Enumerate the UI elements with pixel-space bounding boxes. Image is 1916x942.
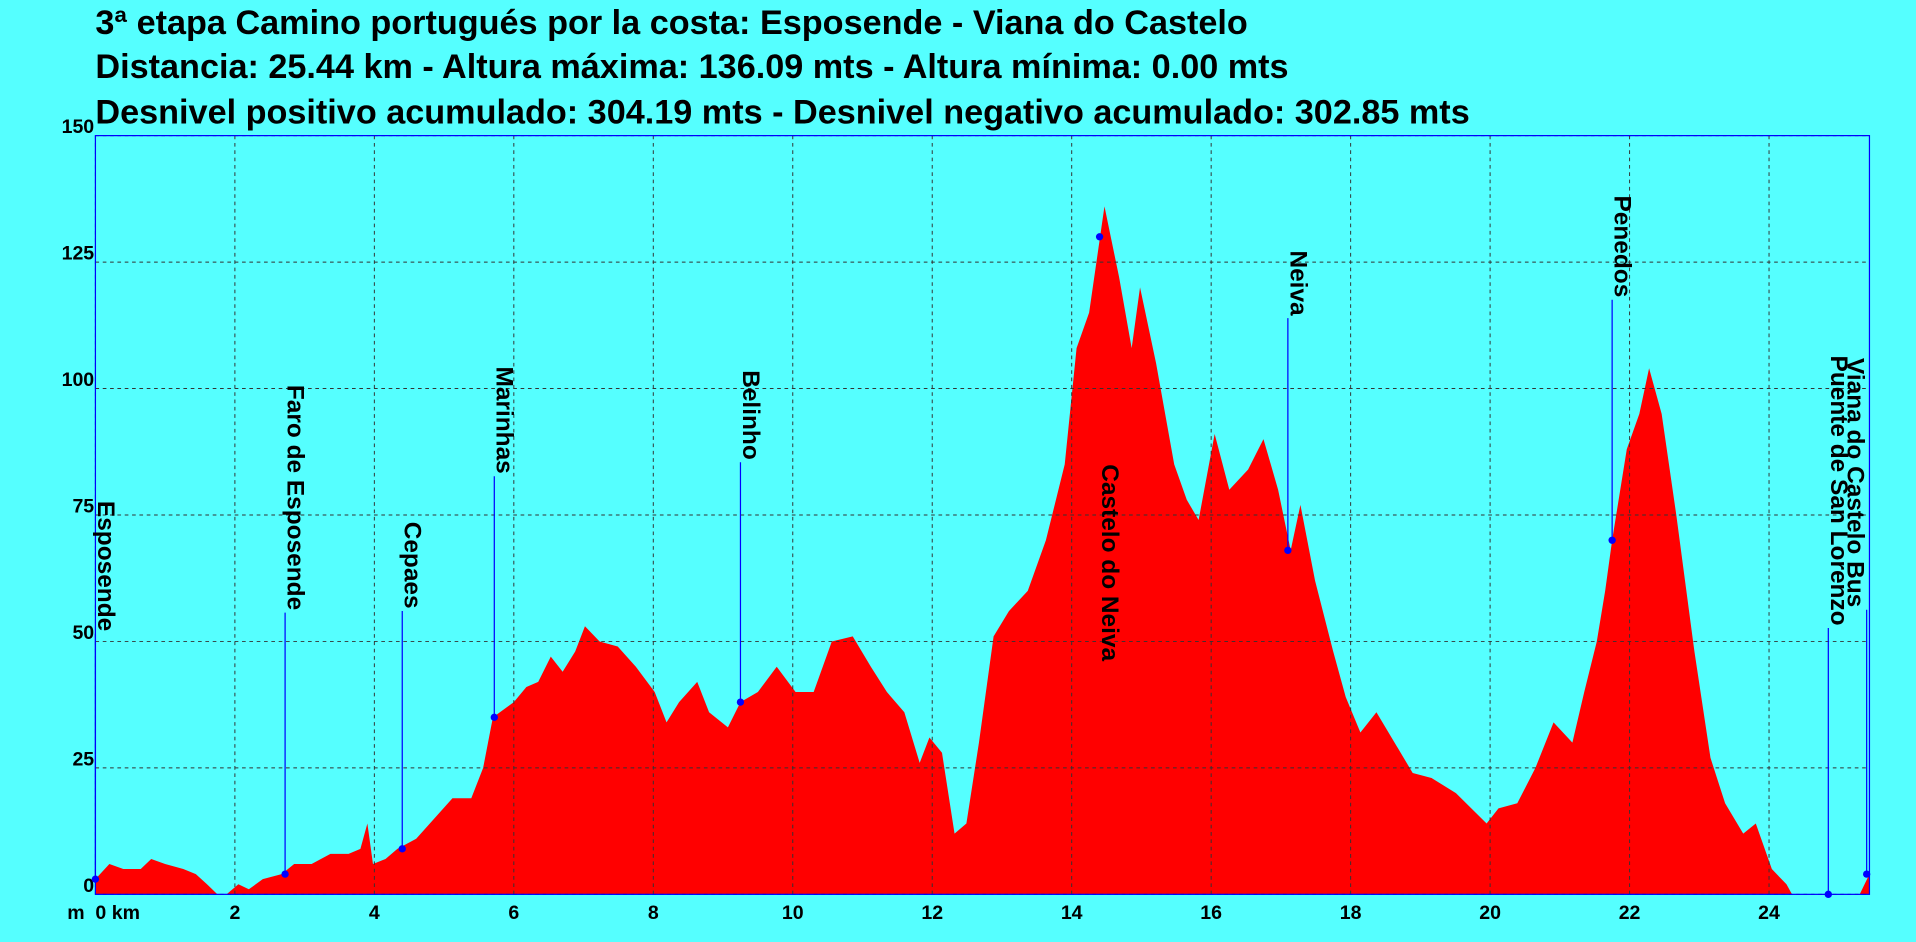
x-tick-label: 18 [1340, 902, 1362, 924]
y-tick-label: 0 [83, 875, 94, 897]
waypoint-label: Esposende [92, 501, 119, 631]
y-axis-label: m [67, 902, 84, 924]
waypoint-marker [490, 713, 498, 721]
waypoint-label: Faro de Esposende [282, 385, 309, 610]
y-tick-label: 100 [62, 369, 95, 391]
y-tick-label: 125 [62, 243, 95, 265]
waypoint-label: Marinhas [491, 367, 518, 474]
x-tick-label: 0 km [95, 902, 140, 924]
waypoint-marker [281, 870, 289, 878]
waypoint-label: Viana do Castelo Bus [1841, 358, 1868, 607]
plot-frame [94, 135, 1871, 895]
waypoint-label: Penedos [1609, 195, 1636, 297]
chart-subtitle: Desnivel positivo acumulado: 304.19 mts … [95, 93, 1469, 131]
x-tick-label: 24 [1758, 902, 1780, 924]
waypoint-label: Cepaes [399, 522, 426, 609]
chart-subtitle: Distancia: 25.44 km - Altura máxima: 136… [95, 48, 1288, 86]
x-tick-label: 14 [1061, 902, 1083, 924]
waypoint-marker [1095, 233, 1104, 241]
y-tick-label: 50 [72, 622, 94, 644]
x-tick-label: 4 [369, 902, 380, 924]
x-tick-label: 20 [1479, 902, 1501, 924]
waypoint-marker [91, 875, 100, 883]
x-tick-label: 16 [1200, 902, 1222, 924]
waypoint-marker [1608, 536, 1616, 544]
waypoint-marker [1284, 546, 1292, 555]
waypoint-label: Neiva [1284, 250, 1311, 316]
elevation-area [95, 206, 1870, 895]
waypoint-marker [736, 698, 745, 706]
x-tick-label: 6 [508, 902, 519, 924]
x-tick-label: 10 [782, 902, 804, 924]
y-tick-label: 75 [72, 496, 94, 518]
x-tick-label: 8 [648, 902, 659, 924]
chart-title: 3ª etapa Camino portugués por la costa: … [95, 4, 1247, 42]
x-tick-label: 22 [1619, 902, 1641, 924]
waypoint-marker [1824, 890, 1832, 899]
waypoint-marker [1863, 870, 1871, 878]
waypoint-label: Puente de San Lorenzo [1825, 356, 1852, 626]
y-tick-label: 25 [72, 748, 94, 770]
x-tick-label: 2 [229, 902, 240, 924]
x-tick-label: 12 [921, 902, 943, 924]
y-tick-label: 150 [62, 116, 95, 138]
waypoint-label: Castelo do Neiva [1096, 464, 1123, 661]
waypoint-label: Belinho [737, 370, 764, 460]
waypoint-marker [398, 845, 406, 853]
